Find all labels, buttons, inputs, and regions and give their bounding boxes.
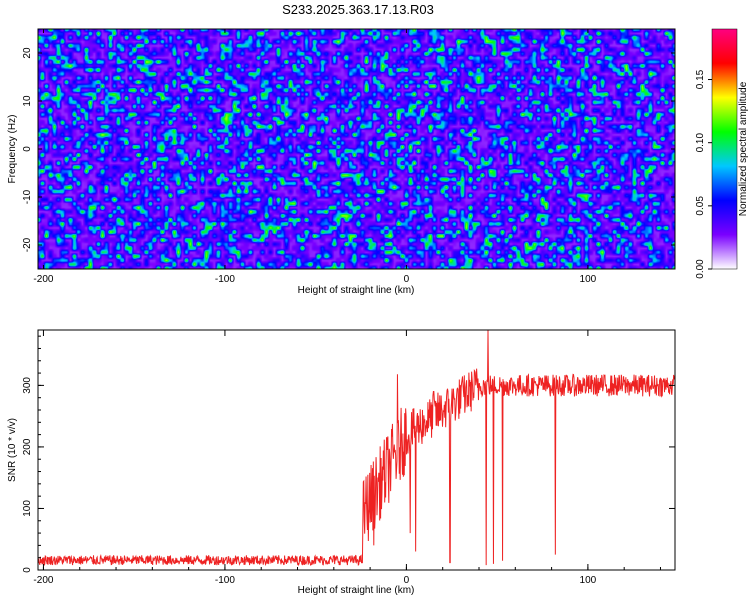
colorbar-label: Normalized spectral amplitude (738, 81, 749, 216)
spectrogram-xtick-label: -200 (33, 274, 53, 285)
snr-ylabel: SNR (10 * v/v) (7, 418, 18, 482)
spectrogram-heatmap (38, 29, 675, 269)
snr-xlabel: Height of straight line (km) (298, 585, 415, 596)
spectrogram-xtick-label: 100 (580, 274, 597, 285)
spectrogram-xtick-label: 0 (404, 274, 410, 285)
snr-xtick-label: -100 (215, 575, 235, 586)
snr-xtick-label: -200 (33, 575, 53, 586)
snr-xtick-label: 100 (580, 575, 597, 586)
spectrogram-ytick-label: 10 (22, 95, 33, 107)
colorbar-tick-label: 0.00 (695, 259, 706, 279)
snr-panel: -200 -100 0 100 0 100 200 300 Height of straigh… (7, 329, 676, 596)
spectrogram-ylabel: Frequency (Hz) (7, 115, 18, 184)
colorbar: 0.00 0.05 0.10 0.15 Normalized spectral amp… (695, 28, 749, 279)
colorbar-tick-label: 0.15 (695, 69, 706, 89)
snr-ytick-label: 0 (22, 567, 33, 573)
colorbar-gradient (711, 28, 738, 270)
spectrogram-xtick-label: -100 (215, 274, 235, 285)
snr-ytick-label: 100 (22, 500, 33, 517)
spectrogram-ytick-label: -10 (22, 189, 33, 204)
colorbar-tick-label: 0.05 (695, 196, 706, 216)
snr-ticks: -200 -100 0 100 0 100 200 300 (22, 330, 675, 586)
spectrogram-image-wrapper (38, 29, 675, 269)
spectrogram-xlabel: Height of straight line (km) (298, 285, 415, 296)
chart-title: S233.2025.363.17.13.R03 (282, 2, 434, 17)
snr-series-line (37, 329, 676, 567)
snr-ytick-label: 200 (22, 438, 33, 455)
snr-frame (37, 329, 676, 571)
colorbar-ticks: 0.00 0.05 0.10 0.15 (695, 69, 712, 279)
snr-plot-area (38, 330, 675, 570)
spectrogram-ytick-label: -20 (22, 237, 33, 252)
spectrogram-ytick-label: 0 (22, 146, 33, 152)
snr-ytick-label: 300 (22, 377, 33, 394)
snr-xtick-label: 0 (404, 575, 410, 586)
spectrogram-ytick-label: 20 (22, 47, 33, 59)
colorbar-tick-label: 0.10 (695, 133, 706, 153)
